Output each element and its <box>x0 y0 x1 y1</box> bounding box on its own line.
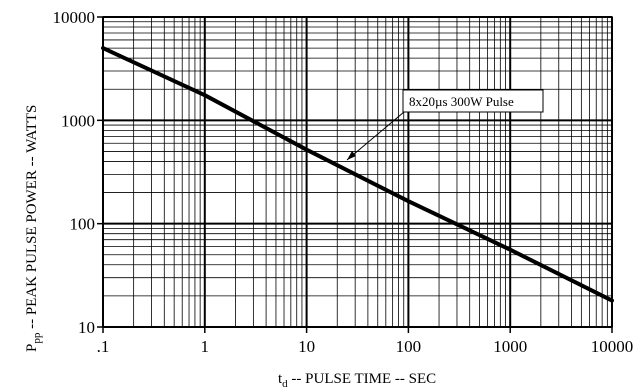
y-axis-label-subscript: pp <box>31 332 43 344</box>
x-axis-label-text: -- PULSE TIME -- SEC <box>288 371 436 387</box>
tick-marks <box>97 16 613 333</box>
x-tick-label: 1 <box>201 337 210 356</box>
y-axis-label: Ppp -- PEAK PULSE POWER -- WATTS <box>24 105 43 352</box>
annotation-arrow-head <box>347 151 356 160</box>
y-tick-label: 100 <box>70 215 96 234</box>
plot-frame <box>102 16 613 328</box>
x-axis-label: td -- PULSE TIME -- SEC <box>278 371 436 390</box>
y-axis-label-prefix: P <box>24 344 40 352</box>
x-tick-label: 100 <box>396 337 422 356</box>
annotation-arrow <box>346 111 405 161</box>
x-tick-label: 10 <box>298 337 315 356</box>
y-tick-label: 10000 <box>53 8 96 27</box>
y-tick-label: 1000 <box>61 111 95 130</box>
x-tick-label: 10000 <box>591 337 634 356</box>
series-line-8x20us-300w-pulse <box>101 46 614 303</box>
y-tick-labels: 10 100 1000 10000 <box>53 8 96 337</box>
annotation-box <box>402 89 544 113</box>
y-axis-label-text: -- PEAK PULSE POWER -- WATTS <box>24 105 40 333</box>
x-axis-label-subscript: d <box>282 378 288 390</box>
x-tick-label: 1000 <box>493 337 527 356</box>
major-gridlines <box>102 16 613 328</box>
annotation-text: 8x20µs 300W Pulse <box>409 94 514 109</box>
x-tick-labels: .1 1 10 100 1000 10000 <box>97 337 634 356</box>
annotation: 8x20µs 300W Pulse <box>346 89 544 161</box>
x-axis-label-prefix: t <box>278 371 283 387</box>
x-tick-label: .1 <box>97 337 110 356</box>
y-tick-label: 10 <box>78 318 95 337</box>
minor-gridlines <box>103 17 612 327</box>
